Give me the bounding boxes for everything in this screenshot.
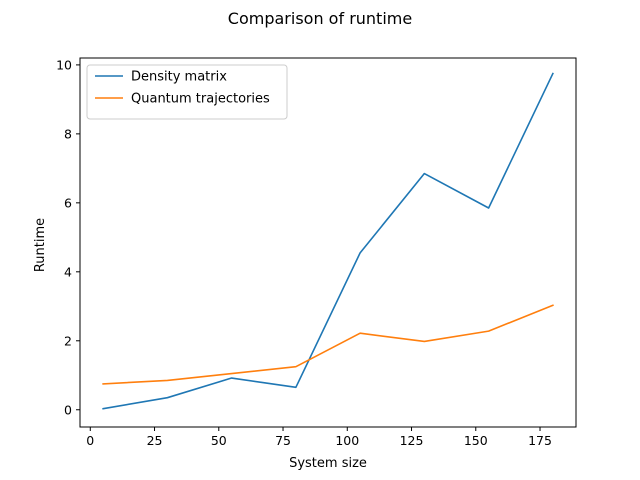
x-tick-label: 100 [335,433,359,448]
x-axis-label: System size [289,456,367,471]
series-line-1 [102,72,554,410]
series-line-2 [102,304,554,385]
y-tick-label: 8 [64,126,72,141]
y-tick-label: 6 [64,195,72,210]
legend-label-2: Quantum trajectories [131,92,270,107]
y-axis: 0 2 4 6 8 10 [56,57,80,417]
legend: Density matrix Quantum trajectories [86,64,288,120]
x-tick-label: 125 [400,433,424,448]
legend-label-1: Density matrix [131,70,227,85]
x-tick-label: 75 [275,433,291,448]
chart-title: Comparison of runtime [228,9,412,28]
y-axis-label: Runtime [33,218,48,272]
x-tick-label: 25 [147,433,163,448]
x-tick-label: 175 [528,433,552,448]
x-axis: 0 25 50 75 100 125 150 175 [86,427,552,448]
axes-frame [79,57,577,428]
legend-box [86,64,288,120]
y-tick-label: 4 [64,264,72,279]
x-tick-label: 150 [464,433,488,448]
x-tick-label: 0 [86,433,94,448]
y-tick-label: 10 [56,57,72,72]
y-tick-label: 2 [64,333,72,348]
y-tick-label: 0 [64,402,72,417]
plot-area [102,72,554,410]
x-tick-label: 50 [211,433,227,448]
